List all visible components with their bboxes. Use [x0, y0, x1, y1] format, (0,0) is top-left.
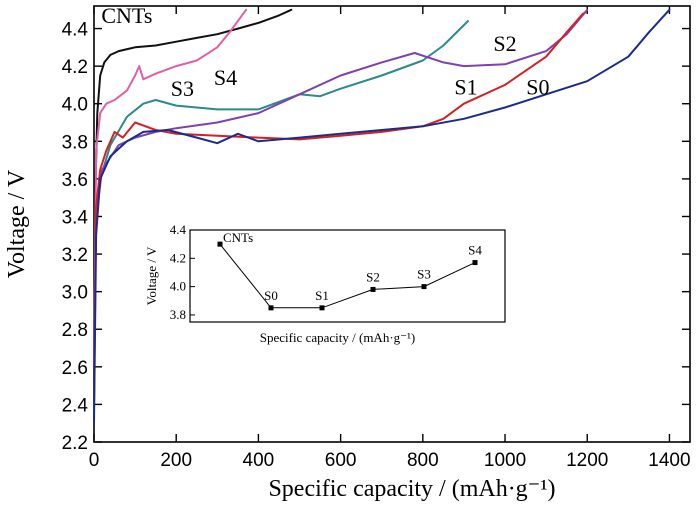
inset-plot: 3.8 4.0 4.2 4.4 CNTs S0 S1 S2 S3 S4 Specific capac…: [144, 222, 506, 345]
inset-y-tick-label: 4.2: [170, 250, 186, 265]
inset-y-tick-label: 3.8: [170, 307, 186, 322]
inset-point: [217, 241, 223, 247]
inset-frame: [189, 229, 506, 323]
series-line-cnts: [93, 8, 293, 406]
x-tick-label: 1400: [648, 450, 690, 471]
series-label: CNTs: [101, 3, 152, 28]
inset-y-axis-title: Voltage / V: [144, 246, 159, 305]
y-tick-label: 3.4: [62, 207, 89, 228]
plot-frame: [93, 5, 691, 443]
series-label: S3: [171, 76, 194, 101]
y-tick-label: 2.8: [62, 320, 88, 341]
x-tick-label: 0: [89, 450, 100, 471]
x-axis-title: Specific capacity / (mAh·g⁻¹): [268, 476, 555, 502]
x-tick-label: 400: [243, 450, 275, 471]
x-tick-label: 200: [160, 450, 192, 471]
inset-point: [268, 305, 274, 311]
y-tick-label: 4.2: [62, 57, 88, 78]
y-axis-title: Voltage / V: [4, 169, 30, 278]
inset-y-tick-label: 4.4: [170, 222, 187, 237]
series-line-s2: [93, 8, 589, 368]
y-tick-label: 3.2: [62, 245, 88, 266]
x-tick-label: 800: [407, 450, 439, 471]
x-tick-label: 1000: [484, 450, 526, 471]
inset-x-axis-title: Specific capacity / (mAh·g⁻¹): [260, 330, 416, 345]
series-line-s0: [93, 8, 671, 425]
x-tick-label: 1200: [566, 450, 608, 471]
y-tick-label: 2.2: [62, 433, 88, 454]
inset-series-line: [219, 243, 476, 309]
inset-point: [319, 305, 325, 311]
y-tick-label: 2.4: [62, 395, 89, 416]
inset-point-label: S4: [468, 243, 482, 258]
series-line-s1: [93, 12, 585, 406]
series-label: S0: [526, 74, 549, 99]
series-line-s4: [93, 8, 248, 368]
y-tick-label: 3.6: [62, 170, 88, 191]
inset-point-label: CNTs: [223, 230, 253, 245]
y-tick-label: 4.0: [62, 95, 88, 116]
y-tick-label: 4.4: [62, 20, 89, 41]
inset-point-label: S2: [366, 269, 380, 284]
inset-y-tick-label: 4.0: [170, 279, 186, 294]
inset-point-label: S1: [315, 288, 329, 303]
y-tick-label: 3.0: [62, 283, 88, 304]
inset-point-label: S3: [417, 267, 431, 282]
series-line-s3: [93, 20, 469, 368]
series-label: S2: [493, 31, 516, 56]
x-tick-label: 600: [325, 450, 357, 471]
main-plot: 0 200 400 600 800 1000 1200 1400 2.2 2.4 2.6 2.8 3.0…: [4, 3, 691, 502]
inset-point-label: S0: [264, 288, 278, 303]
inset-point: [472, 260, 478, 266]
inset-point: [421, 284, 427, 290]
series-label: S1: [454, 74, 477, 99]
series-label: S4: [214, 65, 237, 90]
y-tick-label: 3.8: [62, 132, 88, 153]
y-tick-label: 2.6: [62, 358, 88, 379]
inset-point: [370, 286, 376, 292]
